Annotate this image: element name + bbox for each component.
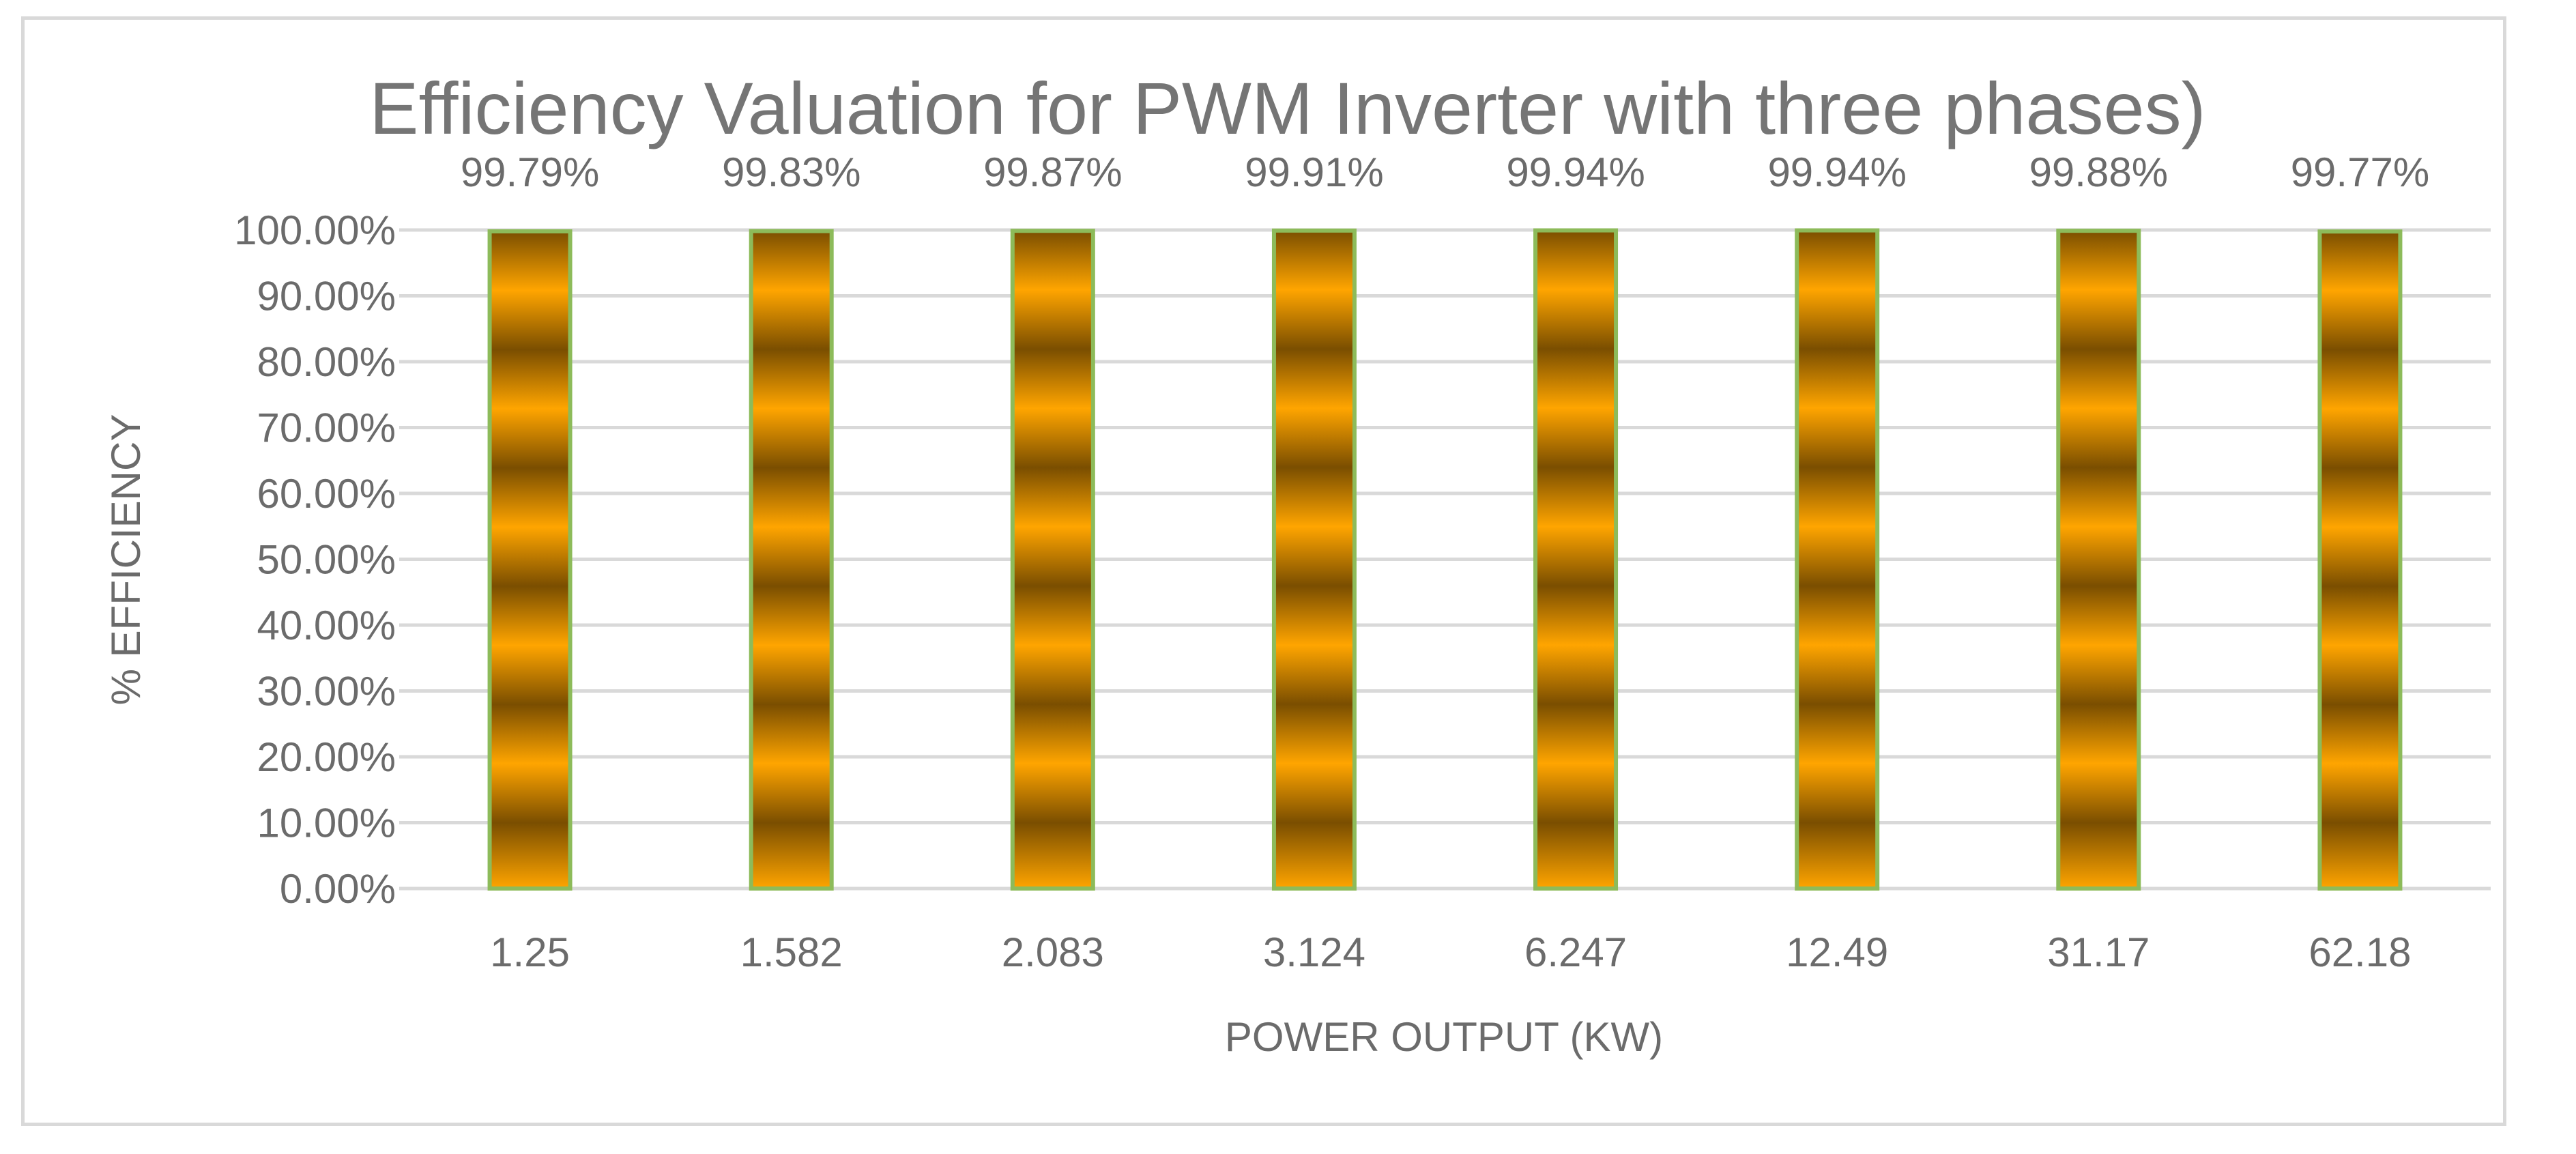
y-tick-label: 70.00%: [257, 405, 396, 451]
bar: [2056, 229, 2141, 891]
x-axis-tick-labels: 1.25 1.582 2.083 3.124 6.247 12.49 31.17 62.18: [490, 929, 2411, 975]
data-label: 99.91%: [1245, 149, 1384, 195]
bar: [1271, 228, 1357, 891]
bar: [1010, 229, 1095, 891]
y-tick-label: 0.00%: [280, 866, 396, 912]
x-tick-label: 2.083: [1002, 929, 1104, 975]
x-tick-label: 1.25: [490, 929, 570, 975]
data-label: 99.83%: [722, 149, 861, 195]
y-tick-label: 50.00%: [257, 537, 396, 583]
x-axis-title: POWER OUTPUT (KW): [1225, 1014, 1663, 1060]
y-tick-label: 90.00%: [257, 274, 396, 319]
gridlines: [399, 228, 2491, 891]
x-tick-label: 6.247: [1524, 929, 1627, 975]
data-label: 99.79%: [461, 149, 600, 195]
data-label: 99.77%: [2291, 149, 2430, 195]
bar: [487, 229, 573, 891]
y-tick-label: 40.00%: [257, 603, 396, 648]
y-tick-label: 30.00%: [257, 669, 396, 715]
data-label: 99.87%: [983, 149, 1123, 195]
y-tick-label: 60.00%: [257, 471, 396, 517]
data-label: 99.94%: [1767, 149, 1907, 195]
x-tick-label: 12.49: [1786, 929, 1888, 975]
bar: [2317, 229, 2403, 891]
x-tick-label: 1.582: [740, 929, 843, 975]
y-tick-label: 20.00%: [257, 734, 396, 780]
y-axis-title: % EFFICIENCY: [103, 414, 149, 706]
data-label: 99.88%: [2029, 149, 2169, 195]
x-tick-label: 3.124: [1263, 929, 1365, 975]
data-label: 99.94%: [1506, 149, 1645, 195]
y-tick-label: 100.00%: [234, 207, 396, 253]
x-tick-label: 62.18: [2309, 929, 2411, 975]
y-tick-label: 80.00%: [257, 339, 396, 385]
y-axis-tick-labels: 0.00% 10.00% 20.00% 30.00% 40.00% 50.00% 60.00…: [234, 207, 396, 912]
y-tick-label: 10.00%: [257, 800, 396, 846]
bar: [1795, 228, 1880, 891]
bar: [1533, 228, 1619, 891]
bar: [749, 229, 834, 891]
bars: [487, 228, 2403, 891]
x-tick-label: 31.17: [2047, 929, 2150, 975]
data-labels: 99.79% 99.83% 99.87% 99.91% 99.94% 99.94% 99.8…: [461, 149, 2429, 195]
chart-title: Efficiency Valuation for PWM Inverter wi…: [369, 67, 2205, 149]
